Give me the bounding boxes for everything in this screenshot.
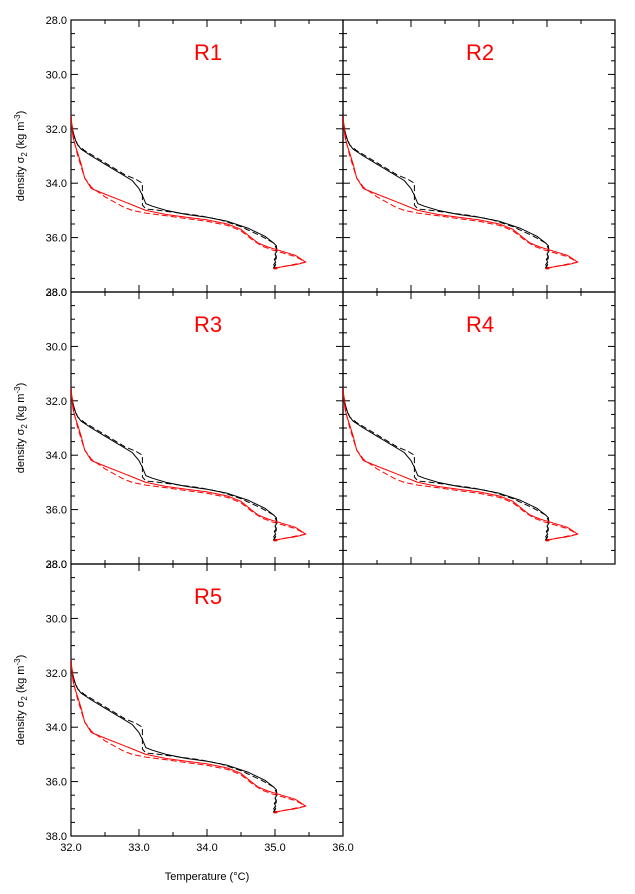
series-line-1 [343,115,550,270]
series-line-2 [71,115,277,270]
series-line-2 [343,387,549,542]
y-tick-label: 32.0 [46,124,67,136]
y-tick-label: 28.0 [46,559,67,571]
x-tick-label: 33.0 [128,842,149,854]
series-line-3 [71,387,307,542]
y-tick-label: 30.0 [46,69,67,81]
series-line-2 [71,659,277,814]
series-line-3 [343,387,579,542]
y-tick-label: 28.0 [46,15,67,27]
y-axis-label-row-3: density σ2 (kg m-3) [13,655,29,746]
series-line-1 [343,387,550,542]
panel-1: 28.0 30.0 32.0 34.0 36.0 38.0 R1 [46,15,344,299]
series-line-2 [343,115,549,270]
y-tick-label: 34.0 [46,450,67,462]
y-tick-label: 36.0 [46,505,67,517]
y-axis-label-row-2: density σ2 (kg m-3) [13,383,29,474]
y-tick-label: 32.0 [46,396,67,408]
x-tick-label: 32.0 [60,842,81,854]
y-axis-label-row-1: density σ2 (kg m-3) [13,111,29,202]
y-tick-label: 38.0 [46,831,67,843]
series-line-1 [71,387,278,542]
x-tick-label: 34.0 [196,842,217,854]
panel-title: R2 [466,40,494,65]
series-line-4 [71,659,307,814]
y-tick-label: 30.0 [46,341,67,353]
y-tick-label: 36.0 [46,233,67,245]
series-line-3 [71,659,307,814]
y-tick-label: 36.0 [46,777,67,789]
panel-2: R2 [342,19,616,293]
x-axis-label: Temperature (°C) [165,871,249,883]
y-tick-label: 28.0 [46,287,67,299]
x-tick-label: 35.0 [264,842,285,854]
x-tick-label: 36.0 [332,842,353,854]
panels-layer: 28.0 30.0 32.0 34.0 36.0 38.0 R1 R2 28.0 30.0 32.0… [46,15,616,854]
series-line-4 [71,115,307,270]
series-line-1 [71,659,278,814]
panel-title: R5 [194,584,222,609]
series-line-4 [71,387,307,542]
y-tick-label: 30.0 [46,613,67,625]
series-line-4 [343,115,579,270]
y-tick-label: 38.0 [46,287,67,299]
y-tick-label: 34.0 [46,178,67,190]
panel-title: R3 [194,312,222,337]
panel-title: R1 [194,40,222,65]
y-tick-label: 34.0 [46,722,67,734]
panel-5: 28.030.032.034.036.038.032.0 33.0 34.0 35.0… [46,559,354,854]
panel-3: 28.0 30.0 32.0 34.0 36.0 38.0 R3 [46,287,344,571]
panel-title: R4 [466,312,494,337]
series-line-2 [71,387,277,542]
panel-4: R4 [342,291,616,565]
series-line-1 [71,115,278,270]
series-line-3 [343,115,579,270]
series-line-4 [343,387,579,542]
y-tick-label: 32.0 [46,668,67,680]
series-line-3 [71,115,307,270]
y-tick-label: 38.0 [46,559,67,571]
